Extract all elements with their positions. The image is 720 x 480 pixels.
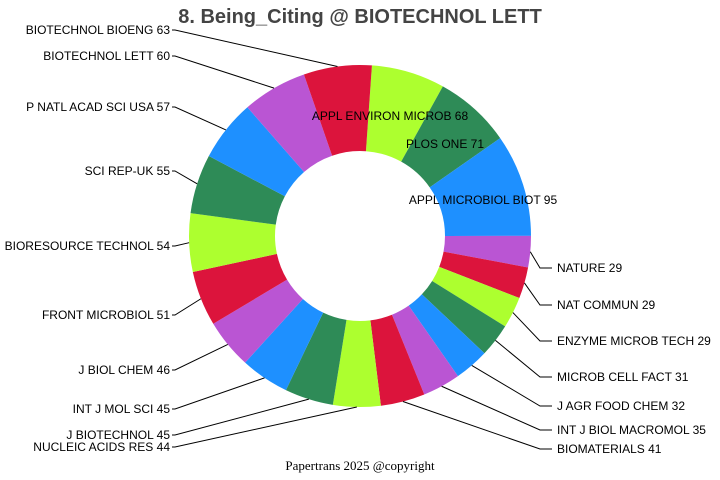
slice-plos-one [401,86,501,188]
leader-line [524,282,552,306]
leader-line [172,106,227,131]
slice-label: BIOMATERIALS 41 [557,442,662,456]
slice-label: FRONT MICROBIOL 51 [42,308,170,322]
leader-line [495,339,552,378]
slice-label: INT J MOL SCI 45 [73,402,171,416]
slice-label: INT J BIOL MACROMOL 35 [557,423,706,437]
slice-label: NAT COMMUN 29 [557,298,656,312]
leader-line [172,242,190,247]
slice-enzyme-microb-tech [432,266,520,327]
leader-line [172,398,309,436]
slice-microb-cell-fact [421,280,506,354]
slice-nat-commun [439,251,529,299]
leader-line [402,401,552,450]
slice-j-biotechnol [285,312,347,405]
leader-line [172,406,357,448]
leader-line [172,298,202,316]
slice-label: NUCLEIC ACIDS RES 44 [33,440,170,454]
slice-front-microbiol [192,253,288,324]
slice-bioresource-technol [189,213,277,273]
slice-label: J AGR FOOD CHEM 32 [557,399,685,413]
slice-biotechnol-bioeng [303,65,372,156]
slice-sci-rep-uk [190,156,285,225]
slice-label: BIOTECHNOL BIOENG 63 [26,23,171,37]
leader-line [441,385,552,431]
leader-line [529,251,552,269]
slice-label: APPL ENVIRON MICROB 68 [312,109,469,123]
slice-label: SCI REP-UK 55 [85,164,171,178]
slice-p-natl-acad-sci-usa [208,107,305,197]
slice-label: PLOS ONE 71 [406,137,484,151]
chart-title: 8. Being_Citing @ BIOTECHNOL LETT [178,6,542,28]
slice-biomaterials [370,314,425,406]
slice-nucleic-acids-res [332,319,381,407]
slice-label: BIOTECHNOL LETT 60 [43,49,170,63]
slice-label: ENZYME MICROB TECH 29 [557,334,711,348]
slice-label: NATURE 29 [557,261,622,275]
leader-line [172,55,275,89]
slice-appl-environ-microb [365,65,443,162]
copyright-footer: Papertrans 2025 @copyright [285,458,435,473]
slice-nature [443,235,531,268]
slice-label: P NATL ACAD SCI USA 57 [26,100,170,114]
slice-label: J BIOL CHEM 46 [78,363,170,377]
leader-line [172,29,338,67]
slice-int-j-biol-macromol [391,305,458,395]
slice-label: BIORESOURCE TECHNOL 54 [5,239,171,253]
slice-label: APPL MICROBIOL BIOT 95 [409,193,558,207]
leader-line [512,312,552,342]
leader-line [172,170,198,185]
leader-line [172,343,228,371]
slice-j-biol-chem [213,279,303,363]
slice-int-j-mol-sci [245,298,324,391]
leader-line [471,364,552,407]
slice-label: MICROB CELL FACT 31 [557,370,689,384]
slice-appl-microbiol-biot [429,138,531,236]
slice-label: J BIOTECHNOL 45 [66,428,170,442]
leader-line [172,377,265,410]
slice-j-agr-food-chem [408,294,485,377]
slice-biotechnol-lett [247,74,333,173]
